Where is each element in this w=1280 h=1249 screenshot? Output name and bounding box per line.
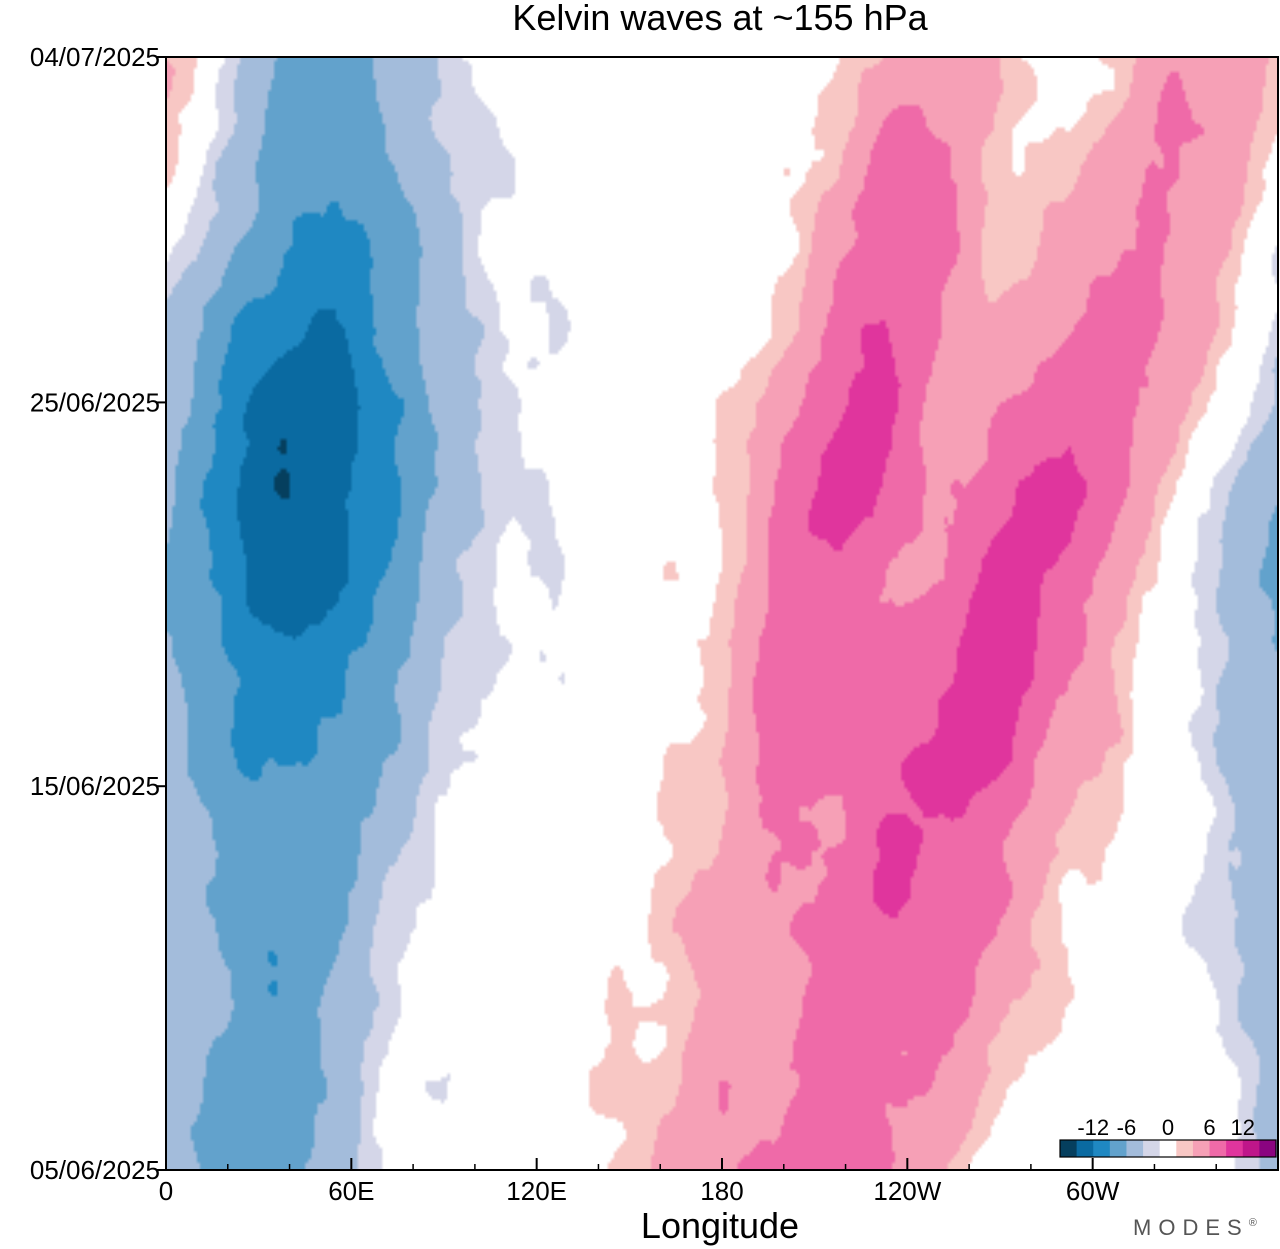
colorbar-swatch bbox=[1126, 1140, 1144, 1157]
colorbar-label: 6 bbox=[1203, 1115, 1215, 1140]
x-axis: 0 60E 120E 180 120W 60W bbox=[159, 1158, 1217, 1206]
modes-logo: MODES® bbox=[1133, 1215, 1257, 1240]
colorbar-swatch bbox=[1192, 1140, 1211, 1157]
y-tick-label: 15/06/2025 bbox=[30, 771, 160, 801]
colorbar-swatch bbox=[1143, 1140, 1161, 1157]
colorbar-frame bbox=[1059, 1139, 1277, 1158]
colorbar: -12 -6 0 6 12 bbox=[1059, 1115, 1277, 1158]
colorbar-label: -12 bbox=[1077, 1115, 1109, 1140]
heatmap-raster bbox=[166, 57, 1278, 1170]
colorbar-swatch bbox=[1093, 1140, 1111, 1157]
x-tick-label: 0 bbox=[159, 1176, 173, 1206]
modes-logo-text: MODES bbox=[1133, 1215, 1249, 1240]
colorbar-swatch bbox=[1209, 1140, 1227, 1157]
colorbar-label: 12 bbox=[1231, 1115, 1255, 1140]
colorbar-swatch bbox=[1159, 1140, 1177, 1157]
colorbar-swatch bbox=[1176, 1140, 1194, 1157]
colorbar-swatch bbox=[1109, 1140, 1127, 1157]
heatmap-field bbox=[166, 57, 1278, 1170]
y-tick-label: 25/06/2025 bbox=[30, 387, 160, 417]
colorbar-swatch bbox=[1076, 1140, 1094, 1157]
colorbar-swatch bbox=[1060, 1140, 1078, 1157]
x-tick-label: 180 bbox=[700, 1176, 743, 1206]
colorbar-label: -6 bbox=[1117, 1115, 1137, 1140]
y-tick-label: 05/06/2025 bbox=[30, 1155, 160, 1185]
x-axis-label: Longitude bbox=[641, 1205, 799, 1246]
x-tick-label: 120W bbox=[873, 1176, 941, 1206]
chart-title: Kelvin waves at ~155 hPa bbox=[512, 0, 928, 38]
y-tick-label: 04/07/2025 bbox=[30, 42, 160, 72]
x-tick-label: 60E bbox=[328, 1176, 374, 1206]
colorbar-swatch bbox=[1259, 1140, 1277, 1157]
y-axis: 05/06/2025 15/06/2025 25/06/2025 04/07/2025 bbox=[30, 42, 166, 1185]
colorbar-swatch bbox=[1242, 1140, 1260, 1157]
x-tick-label: 60W bbox=[1066, 1176, 1120, 1206]
modes-logo-mark: ® bbox=[1249, 1217, 1257, 1229]
colorbar-label: 0 bbox=[1162, 1115, 1174, 1140]
x-tick-label: 120E bbox=[506, 1176, 567, 1206]
colorbar-swatch bbox=[1226, 1140, 1244, 1157]
